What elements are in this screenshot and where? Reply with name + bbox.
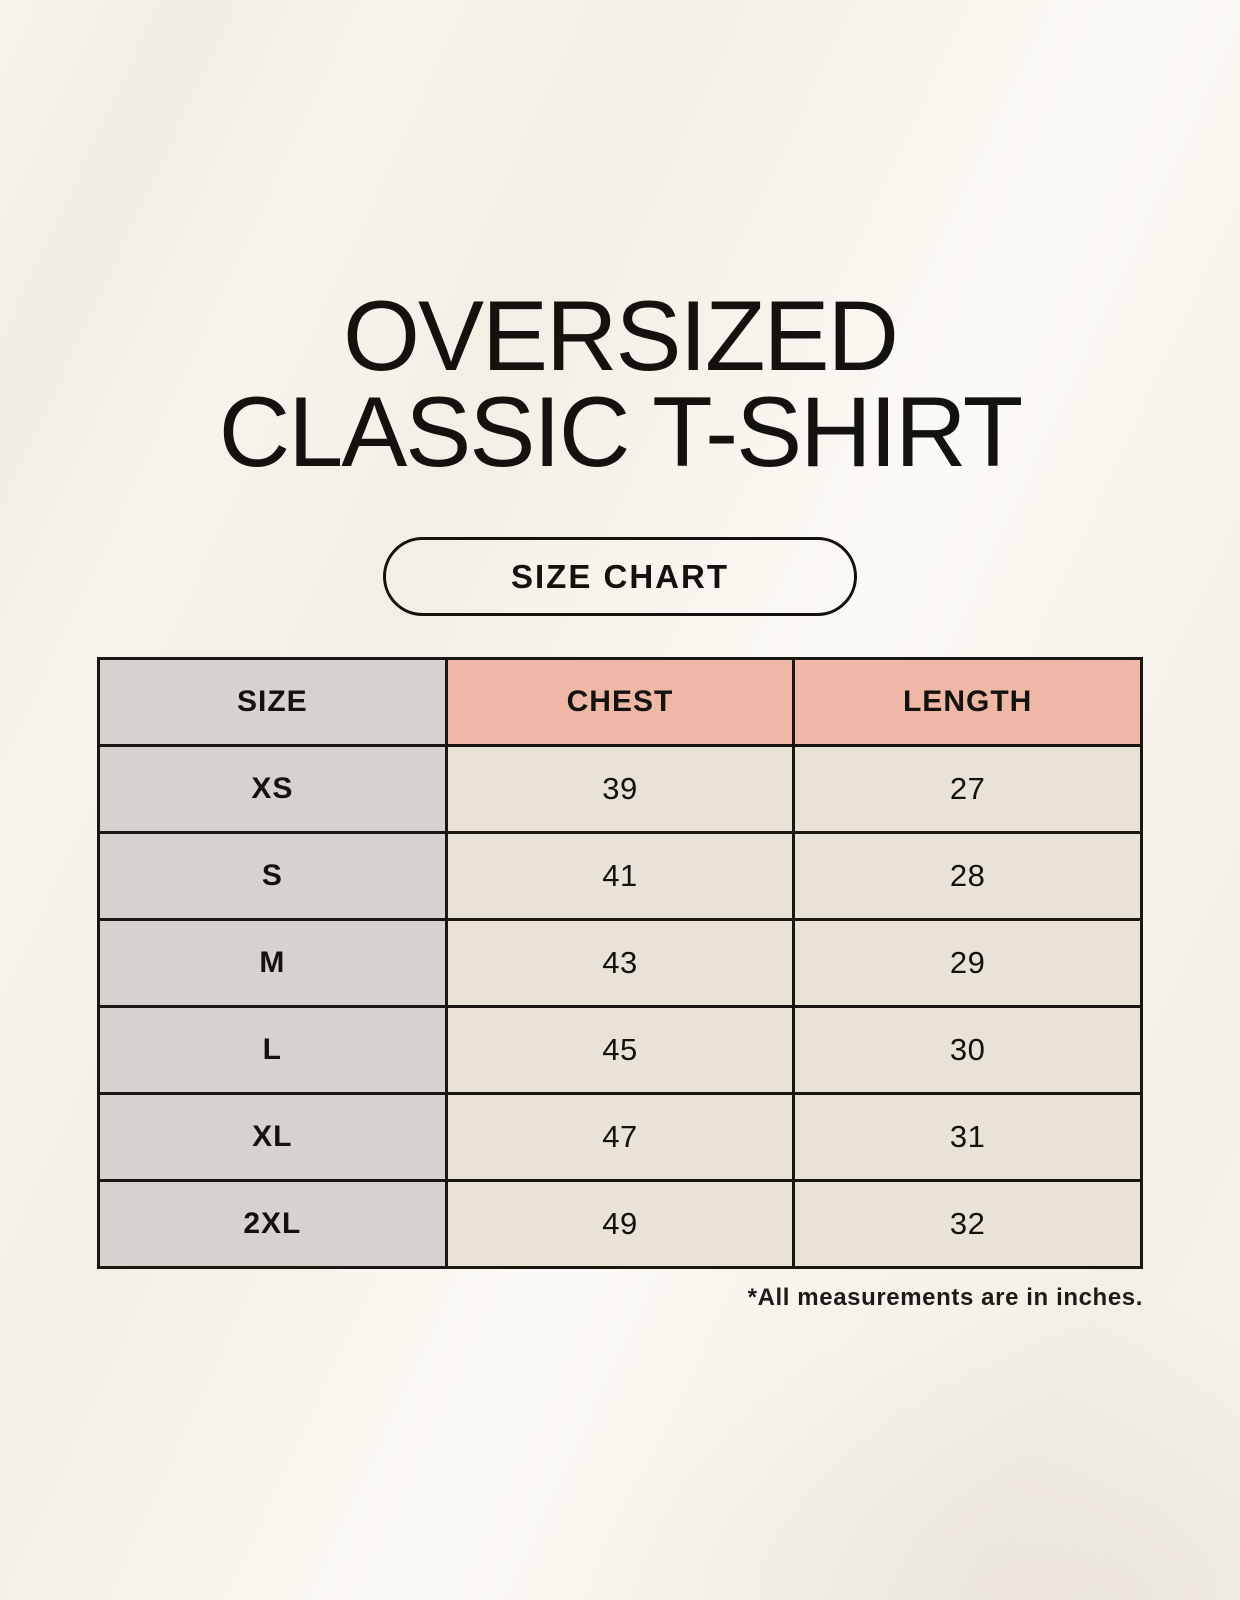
chest-value: 41 [444, 831, 796, 922]
chest-value: 47 [444, 1092, 796, 1183]
size-chart-table: SIZE CHEST LENGTH XS 39 27 S 41 28 M 43 … [97, 657, 1143, 1270]
table-row: S 41 28 [97, 831, 1143, 922]
size-label: XL [97, 1092, 448, 1183]
page-title-line1: OVERSIZED [342, 280, 899, 391]
table-row: XL 47 31 [97, 1092, 1143, 1183]
length-value: 32 [792, 1179, 1143, 1270]
table-row: XS 39 27 [97, 744, 1143, 835]
length-value: 31 [792, 1092, 1143, 1183]
size-chart-button[interactable]: SIZE CHART [383, 537, 857, 617]
page-title: OVERSIZED CLASSIC T-SHIRT [0, 280, 1240, 488]
size-label: S [97, 831, 448, 922]
chest-value: 43 [444, 918, 796, 1009]
measurements-footnote: *All measurements are in inches. [747, 1284, 1143, 1312]
table-row: L 45 30 [97, 1005, 1143, 1096]
column-header-size: SIZE [97, 657, 448, 748]
length-value: 30 [792, 1005, 1143, 1096]
length-value: 28 [792, 831, 1143, 922]
chest-value: 39 [444, 744, 796, 835]
size-label: L [97, 1005, 448, 1096]
length-value: 27 [792, 744, 1143, 835]
column-header-length: LENGTH [792, 657, 1143, 748]
size-label: 2XL [97, 1179, 448, 1270]
table-header-row: SIZE CHEST LENGTH [97, 657, 1143, 748]
size-label: M [97, 918, 448, 1009]
size-label: XS [97, 744, 448, 835]
table-row: M 43 29 [97, 918, 1143, 1009]
length-value: 29 [792, 918, 1143, 1009]
column-header-chest: CHEST [444, 657, 796, 748]
table-row: 2XL 49 32 [97, 1179, 1143, 1270]
page-title-line2: CLASSIC T-SHIRT [218, 376, 1024, 488]
chest-value: 45 [444, 1005, 796, 1096]
chest-value: 49 [444, 1179, 796, 1270]
